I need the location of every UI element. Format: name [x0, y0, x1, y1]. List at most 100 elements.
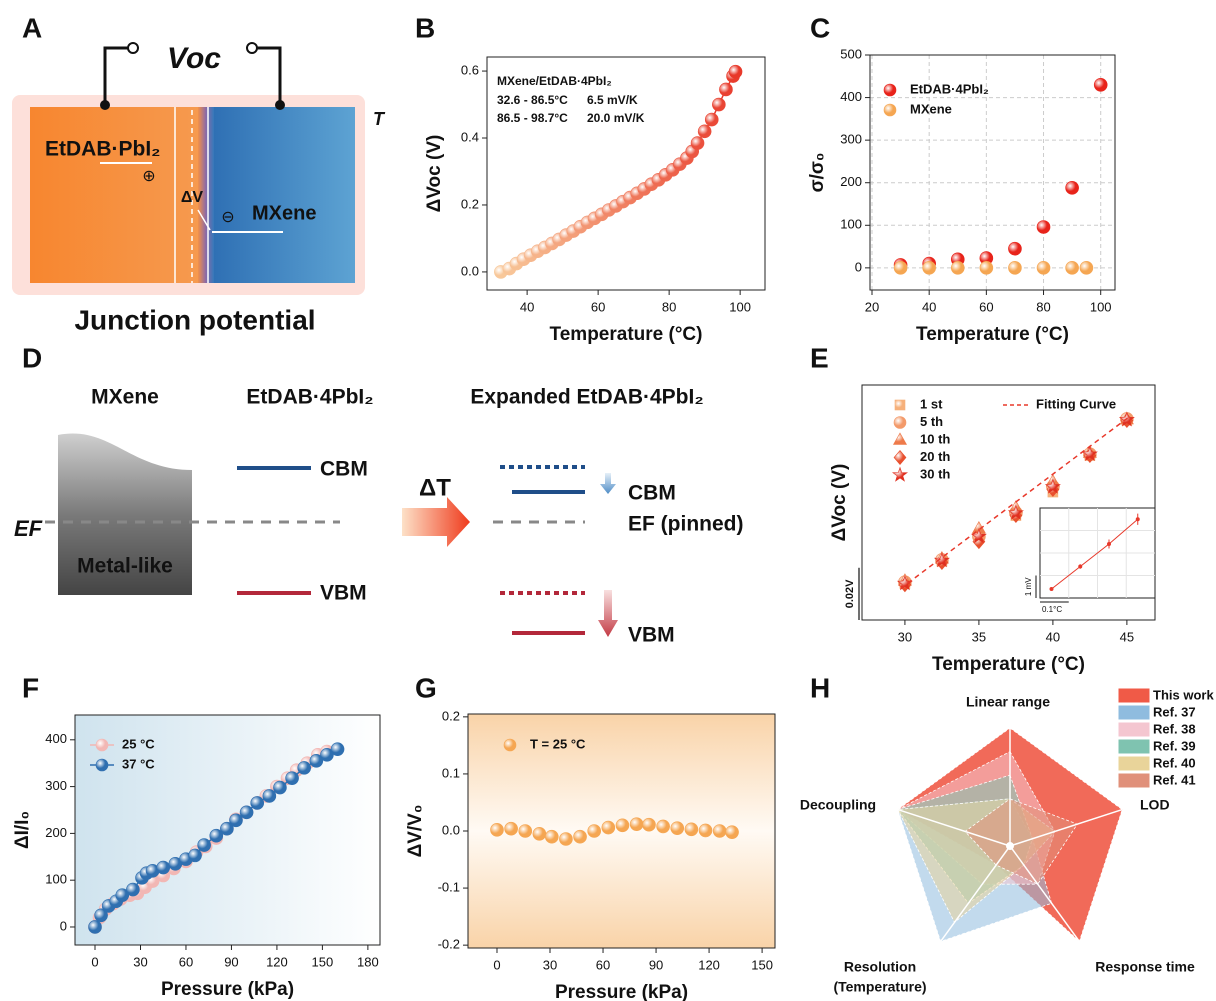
- marker: [126, 883, 139, 896]
- marker: [894, 451, 906, 465]
- marker: [298, 761, 311, 774]
- legend-label: 25 °C: [122, 736, 155, 751]
- marker: [894, 417, 906, 429]
- x-tick-label: 80: [662, 299, 676, 314]
- x-tick-label: 0: [91, 954, 98, 969]
- marker: [198, 839, 211, 852]
- marker: [705, 113, 718, 126]
- x-tick-label: 60: [591, 299, 605, 314]
- marker: [726, 826, 739, 839]
- y-axis-label: ΔI/I₀: [12, 811, 33, 849]
- y-tick-label: 0.0: [442, 822, 460, 837]
- y-tick-label: 300: [45, 778, 67, 793]
- marker: [331, 743, 344, 756]
- band-label: CBM: [320, 458, 368, 481]
- marker: [884, 84, 896, 96]
- axis-label: Resolution: [844, 959, 916, 975]
- panel-label: A: [22, 12, 42, 43]
- marker: [273, 781, 286, 794]
- delta-t-label: ΔT: [419, 474, 451, 501]
- marker: [895, 400, 905, 410]
- legend-label: 20 th: [920, 449, 950, 464]
- marker: [157, 861, 170, 874]
- legend-label: MXene: [910, 101, 952, 116]
- fermi-label: EF (pinned): [628, 513, 743, 536]
- panel-label: G: [415, 672, 437, 703]
- x-tick-label: 20: [865, 299, 879, 314]
- x-tick-label: 100: [729, 299, 751, 314]
- legend-label: Ref. 41: [1153, 772, 1196, 787]
- y-tick-label: 0.2: [461, 196, 479, 211]
- terminal: [128, 43, 138, 53]
- x-tick-label: 40: [520, 299, 534, 314]
- x-tick-label: 150: [751, 957, 773, 972]
- x-axis-label: Temperature (°C): [932, 654, 1085, 675]
- marker: [1066, 261, 1079, 274]
- axis-label: Linear range: [966, 694, 1050, 710]
- contact: [275, 100, 285, 110]
- x-tick-label: 90: [224, 954, 238, 969]
- legend-label: 30 th: [920, 466, 950, 481]
- legend-label: 1 st: [920, 396, 943, 411]
- figure: ADVocTEtDAB·PbI₂⊕ΔV⊖MXeneJunction potent…: [0, 0, 1216, 1001]
- band-label: VBM: [320, 582, 367, 605]
- marker: [490, 823, 503, 836]
- shift-arrow: [600, 473, 616, 494]
- inset-point: [1078, 565, 1082, 569]
- delta-v-label: ΔV: [181, 189, 204, 206]
- terminal: [247, 43, 257, 53]
- marker: [657, 820, 670, 833]
- x-axis-label: Temperature (°C): [550, 324, 703, 345]
- marker: [504, 739, 516, 751]
- charge: ⊖: [221, 209, 234, 226]
- annotation: MXene/EtDAB·4PbI₂: [497, 74, 612, 88]
- legend-label: EtDAB·4PbI₂: [910, 81, 989, 96]
- voltage-label: Voc: [167, 42, 221, 75]
- y-tick-label: 100: [45, 872, 67, 887]
- n-type-block: [214, 107, 355, 283]
- metal-label: Metal-like: [77, 555, 173, 578]
- marker: [251, 796, 264, 809]
- marker: [1008, 261, 1021, 274]
- scale-label: 0.02V: [844, 579, 856, 608]
- y-tick-label: 0.2: [442, 708, 460, 723]
- y-tick-label: 300: [840, 132, 862, 147]
- marker: [505, 822, 518, 835]
- annotation: 20.0 mV/K: [587, 111, 645, 125]
- x-tick-label: 45: [1120, 629, 1134, 644]
- axis-label: Decoupling: [800, 797, 876, 813]
- band-label: CBM: [628, 482, 676, 505]
- legend-label: Fitting Curve: [1036, 396, 1116, 411]
- scale-label: 0.1°C: [1042, 605, 1062, 614]
- column-title: EtDAB·4PbI₂: [246, 386, 373, 409]
- marker: [951, 261, 964, 274]
- x-tick-label: 35: [972, 629, 986, 644]
- marker: [671, 822, 684, 835]
- x-tick-label: 30: [898, 629, 912, 644]
- annotation: 86.5 - 98.7°C: [497, 111, 568, 125]
- y-axis-label: ΔV/V₀: [405, 805, 426, 858]
- band-label: VBM: [628, 624, 675, 647]
- marker: [559, 832, 572, 845]
- y-tick-label: 400: [840, 89, 862, 104]
- panel-label: D: [22, 342, 42, 373]
- inset-point: [1136, 517, 1140, 521]
- panel-label: H: [810, 672, 830, 703]
- legend-label: T = 25 °C: [530, 736, 586, 751]
- marker: [712, 98, 725, 111]
- x-axis-label: Pressure (kPa): [161, 979, 294, 1000]
- panel-label: F: [22, 672, 39, 703]
- legend-label: Ref. 39: [1153, 738, 1196, 753]
- marker: [980, 261, 993, 274]
- marker: [719, 83, 732, 96]
- contact: [100, 100, 110, 110]
- legend-label: Ref. 40: [1153, 755, 1196, 770]
- x-tick-label: 120: [266, 954, 288, 969]
- marker: [533, 827, 546, 840]
- marker: [923, 261, 936, 274]
- y-axis-label: ΔVoc (V): [829, 464, 850, 542]
- marker: [616, 819, 629, 832]
- scale-label: 1 mV: [1024, 577, 1033, 596]
- marker: [96, 739, 108, 751]
- axis-label: Response time: [1095, 959, 1195, 975]
